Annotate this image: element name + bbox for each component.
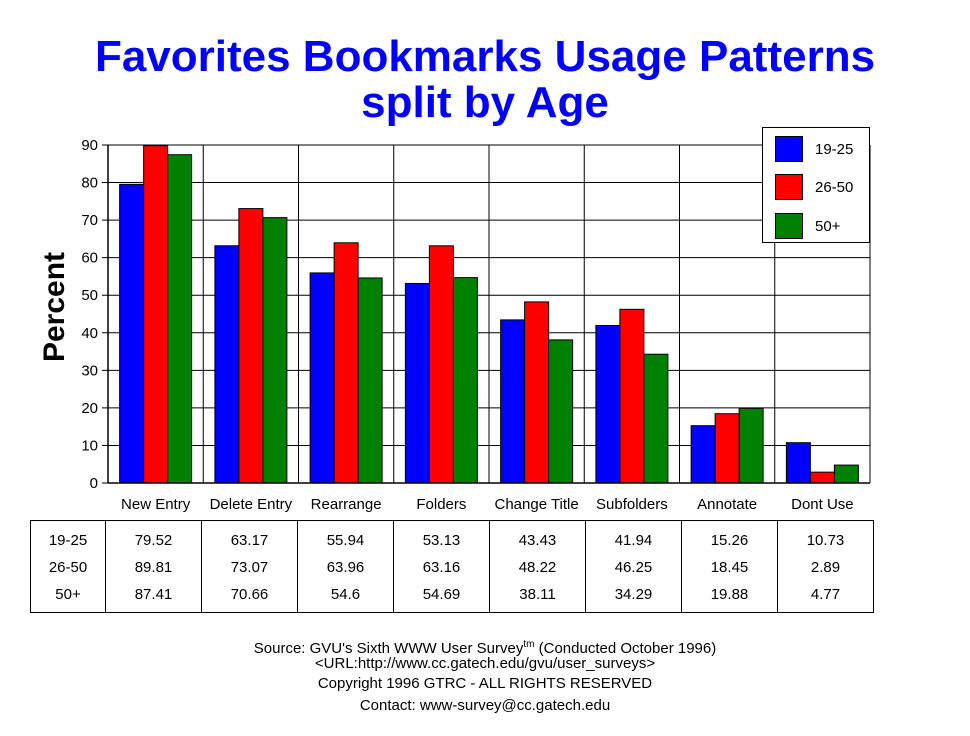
y-tick-label: 10 <box>81 437 98 454</box>
bar <box>404 282 430 484</box>
bar <box>333 242 359 484</box>
bar <box>619 308 645 484</box>
table-cell: 15.26 <box>681 520 778 554</box>
table-row-label: 19-25 <box>30 520 106 554</box>
bar <box>690 425 716 484</box>
source-prefix: Source: GVU's Sixth WWW User Survey <box>253 640 524 657</box>
chart-subtitle: split by Age <box>361 78 609 127</box>
x-tick-label: Folders <box>416 496 466 513</box>
table-cell: 34.29 <box>585 581 682 613</box>
legend-swatch-26-50 <box>775 174 803 200</box>
x-tick-label: Annotate <box>697 496 757 513</box>
table-cell: 4.77 <box>777 581 874 613</box>
bar <box>833 464 859 484</box>
y-tick-label: 40 <box>81 325 98 342</box>
table-cell: 2.89 <box>777 554 874 581</box>
source-line: Source: GVU's Sixth WWW User Surveytm (C… <box>0 634 970 660</box>
bar <box>167 154 193 484</box>
x-tick-label: Dont Use <box>791 496 854 513</box>
table-cell: 54.69 <box>393 581 490 613</box>
bar <box>428 245 454 484</box>
legend-swatch-19-25 <box>775 136 803 162</box>
y-tick-label: 20 <box>81 400 98 417</box>
table-cell: 38.11 <box>489 581 586 613</box>
table-cell: 46.25 <box>585 554 682 581</box>
x-tick-label: Rearrange <box>311 496 382 513</box>
y-tick-label: 0 <box>90 475 98 492</box>
table-cell: 10.73 <box>777 520 874 554</box>
table-cell: 63.16 <box>393 554 490 581</box>
y-tick-label: 50 <box>81 287 98 304</box>
table-cell: 19.88 <box>681 581 778 613</box>
table-cell: 55.94 <box>297 520 394 554</box>
table-cell: 89.81 <box>105 554 202 581</box>
bar <box>643 353 669 484</box>
y-tick-label: 80 <box>81 175 98 192</box>
bar <box>714 413 740 484</box>
bar <box>119 183 145 484</box>
bar <box>262 217 288 484</box>
table-cell: 41.94 <box>585 520 682 554</box>
chart-title: Favorites Bookmarks Usage Patterns <box>94 32 876 81</box>
legend-swatch-50-plus <box>775 213 803 239</box>
bar <box>500 319 526 484</box>
bar <box>357 277 383 484</box>
table-cell: 63.96 <box>297 554 394 581</box>
table-cell: 54.6 <box>297 581 394 613</box>
table-cell: 53.13 <box>393 520 490 554</box>
table-cell: 43.43 <box>489 520 586 554</box>
bar <box>785 442 811 484</box>
y-tick-label: 60 <box>81 250 98 267</box>
table-cell: 63.17 <box>201 520 298 554</box>
source-suffix: (Conducted October 1996) <box>534 640 717 657</box>
table-cell: 87.41 <box>105 581 202 613</box>
y-tick-label: 30 <box>81 362 98 379</box>
bar <box>524 301 550 484</box>
legend-label-19-25: 19-25 <box>815 141 854 158</box>
x-tick-label: Change Title <box>495 496 579 513</box>
bar <box>595 324 621 484</box>
bar <box>809 471 835 484</box>
bar <box>238 208 264 484</box>
table-cell: 18.45 <box>681 554 778 581</box>
table-row-label: 26-50 <box>30 554 106 581</box>
legend: 19-25 26-50 50+ <box>762 127 870 243</box>
table-row: 50+ 87.41 70.66 54.6 54.69 38.11 34.29 19.88 4.7… <box>30 581 874 613</box>
legend-label-26-50: 26-50 <box>815 179 854 196</box>
y-tick-label: 90 <box>81 137 98 154</box>
copyright: Copyright 1996 GTRC - ALL RIGHTS RESERVE… <box>317 675 653 692</box>
legend-label-50-plus: 50+ <box>815 218 841 235</box>
table-cell: 48.22 <box>489 554 586 581</box>
y-tick-label: 70 <box>81 212 98 229</box>
source-url: <URL:http://www.cc.gatech.edu/gvu/user_s… <box>314 655 656 672</box>
table-row: 26-50 89.81 73.07 63.96 63.16 48.22 46.25 18.45… <box>30 554 874 581</box>
contact: Contact: www-survey@cc.gatech.edu <box>359 697 611 714</box>
bar <box>214 245 240 484</box>
bar <box>309 272 335 484</box>
table-cell: 73.07 <box>201 554 298 581</box>
table-row: 19-25 79.52 63.17 55.94 53.13 43.43 41.94 15.26… <box>30 520 874 554</box>
table-cell: 70.66 <box>201 581 298 613</box>
x-tick-label: New Entry <box>121 496 191 513</box>
bar <box>738 407 764 484</box>
source-trademark: tm <box>523 639 535 650</box>
bar <box>452 277 478 484</box>
bar <box>548 339 574 484</box>
table-row-label: 50+ <box>30 581 106 613</box>
bar-chart: 0 10 20 30 40 50 60 70 80 90 New Entry Delete Entry… <box>81 137 871 513</box>
table-cell: 79.52 <box>105 520 202 554</box>
data-table: 19-25 79.52 63.17 55.94 53.13 43.43 41.94 15.26… <box>30 520 874 613</box>
x-tick-label: Subfolders <box>596 496 668 513</box>
bar <box>143 145 169 484</box>
x-tick-label: Delete Entry <box>210 496 293 513</box>
